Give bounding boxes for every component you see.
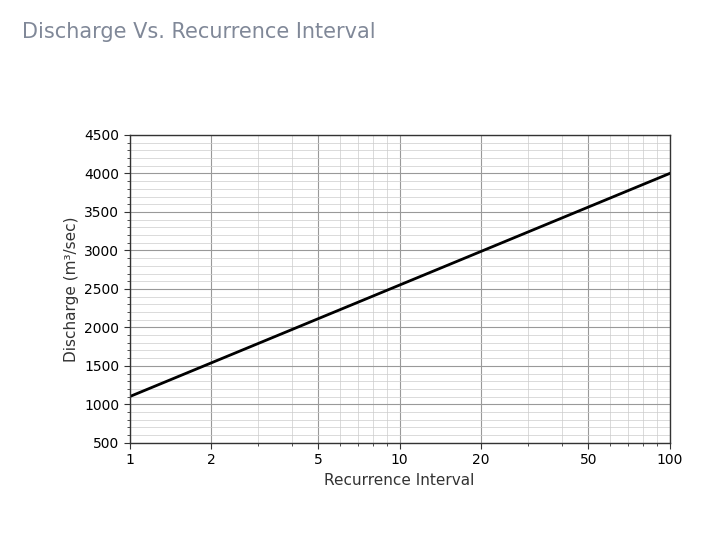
Y-axis label: Discharge (m³/sec): Discharge (m³/sec) (63, 216, 78, 362)
X-axis label: Recurrence Interval: Recurrence Interval (325, 473, 474, 488)
Text: Discharge Vs. Recurrence Interval: Discharge Vs. Recurrence Interval (22, 22, 375, 42)
